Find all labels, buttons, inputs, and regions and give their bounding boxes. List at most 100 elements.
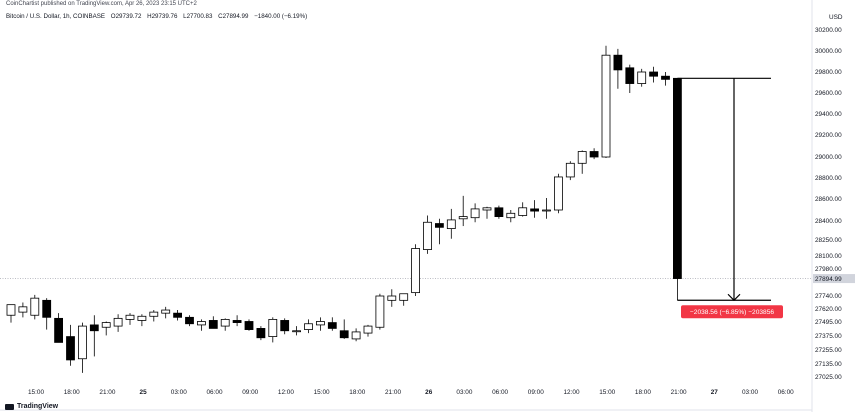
candle <box>423 215 432 254</box>
bullish-candle-body <box>411 248 421 294</box>
low-value: L27700.83 <box>183 13 213 20</box>
bearish-candle-body <box>661 75 670 80</box>
time-tick-label: 25 <box>140 389 148 396</box>
candle <box>470 203 480 223</box>
candle <box>554 173 563 214</box>
candle <box>208 316 218 329</box>
candle <box>446 208 456 239</box>
bullish-candle-body <box>6 304 16 316</box>
candle <box>161 306 171 319</box>
time-axis[interactable]: 15:00 18:00 21:00 25 03:00 06:00 09:00 12:00 15:… <box>0 389 812 411</box>
candle <box>244 319 254 331</box>
bearish-candle-body <box>54 317 63 343</box>
candle <box>232 315 242 327</box>
price-tick-label: 29600.00 <box>815 90 842 97</box>
price-tick-label: 28600.00 <box>815 196 842 203</box>
bearish-candle-body <box>613 54 623 71</box>
candle <box>256 326 266 341</box>
bullish-candle-body <box>577 151 587 164</box>
candle <box>625 64 635 93</box>
time-tick-label: 18:00 <box>349 389 365 396</box>
price-range-tool[interactable]: −2038.56 (−6.85%) −203856 <box>677 77 783 319</box>
bullish-candle-body <box>506 212 516 219</box>
bullish-candle-body <box>470 208 480 219</box>
price-tick-label: 30200.00 <box>815 27 842 34</box>
range-label: −2038.56 (−6.85%) −203856 <box>681 305 783 319</box>
bullish-candle-body <box>351 331 361 340</box>
price-tick-label: 29000.00 <box>815 154 842 161</box>
bullish-candle-body <box>423 221 432 250</box>
time-tick-label: 12:00 <box>564 389 580 396</box>
price-tick-label: 28800.00 <box>815 175 842 182</box>
candle <box>565 161 575 181</box>
price-axis[interactable]: USD 30200.00 30000.00 29800.00 29600.00 29400… <box>811 0 855 412</box>
bullish-candle-body <box>542 209 551 212</box>
bullish-candle-body <box>137 315 147 321</box>
candle <box>125 313 135 325</box>
change-value: −1840.00 (−6.19%) <box>254 13 308 20</box>
bullish-candle-body <box>149 311 159 317</box>
bearish-candle-body <box>244 321 254 330</box>
candle <box>339 319 349 339</box>
bearish-candle-body <box>256 328 266 339</box>
time-tick-label: 18:00 <box>64 389 80 396</box>
bullish-candle-body <box>363 325 373 334</box>
bearish-candle-body <box>185 316 194 325</box>
bullish-candle-body <box>554 176 563 211</box>
logo-text: TradingView <box>17 403 59 410</box>
price-tick-label: 28100.00 <box>815 253 842 260</box>
time-tick-label: 15:00 <box>28 389 44 396</box>
candle <box>149 310 159 322</box>
candle <box>589 148 599 160</box>
candle <box>292 326 302 336</box>
price-tick-label: 27025.00 <box>815 374 842 381</box>
bearish-candle-body <box>673 77 682 279</box>
time-tick-label: 06:00 <box>492 389 508 396</box>
candle <box>101 321 111 336</box>
bearish-candle-body <box>208 320 218 329</box>
bullish-candle-body <box>125 314 135 320</box>
bullish-candle-body <box>161 309 171 314</box>
time-tick-label: 12:00 <box>278 389 294 396</box>
time-tick-label: 15:00 <box>599 389 615 396</box>
price-tick-label: 30000.00 <box>815 48 842 55</box>
bullish-candle-body <box>601 54 611 158</box>
price-tick-label: 27620.00 <box>815 306 842 313</box>
candle <box>196 319 206 331</box>
time-tick-label: 03:00 <box>742 389 758 396</box>
candle <box>434 218 444 245</box>
time-tick-label: 21:00 <box>671 389 687 396</box>
candle <box>6 304 16 323</box>
close-value: C27894.99 <box>218 13 249 20</box>
bullish-candle-body <box>30 297 40 316</box>
candle <box>89 315 99 357</box>
bullish-candle-body <box>196 321 206 326</box>
bullish-candle-body <box>220 318 230 327</box>
price-tick-label: 27980.00 <box>815 266 842 273</box>
tradingview-logo: TradingView <box>5 403 58 410</box>
bullish-candle-body <box>399 293 409 301</box>
candle <box>304 319 313 334</box>
last-price-tag: 27894.99 <box>813 274 855 284</box>
bullish-candle-body <box>18 306 28 313</box>
candle <box>649 66 658 83</box>
bullish-candle-body <box>446 219 456 229</box>
plot-area[interactable] <box>0 45 812 373</box>
candle <box>363 324 373 337</box>
bullish-candle-body <box>565 162 575 178</box>
bullish-candle-body <box>113 317 123 327</box>
price-tick-label: 28400.00 <box>815 218 842 225</box>
last-price-label: 27894.99 <box>815 276 842 283</box>
bullish-candle-body <box>315 321 325 326</box>
bearish-candle-body <box>434 223 444 228</box>
bullish-candle-body <box>101 322 111 328</box>
price-tick-label: 27495.00 <box>815 319 842 326</box>
candle <box>375 293 385 330</box>
time-tick-label: 03:00 <box>456 389 472 396</box>
bearish-candle-body <box>89 324 99 332</box>
range-label-text: −2038.56 (−6.85%) −203856 <box>690 309 774 316</box>
time-tick-label: 09:00 <box>242 389 258 396</box>
candle <box>42 298 52 330</box>
candle <box>66 324 75 366</box>
